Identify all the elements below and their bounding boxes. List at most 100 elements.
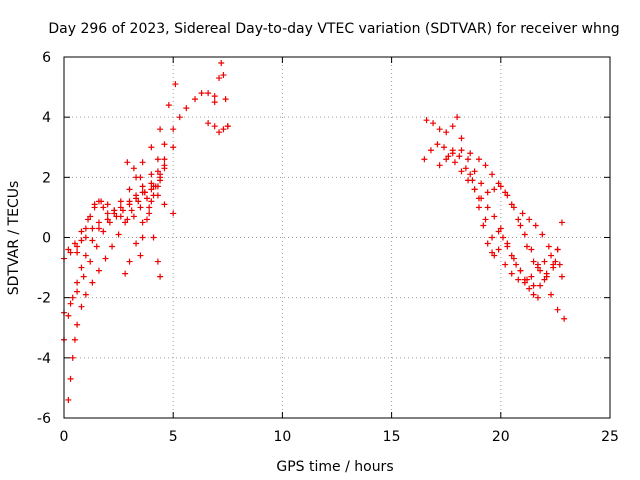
data-point [458, 135, 465, 142]
data-point [556, 261, 563, 268]
data-point [87, 258, 94, 265]
data-point [198, 90, 205, 97]
data-point [491, 186, 498, 193]
data-point [176, 114, 183, 121]
data-point [67, 375, 74, 382]
y-tick-label: -2 [37, 291, 51, 307]
data-point [465, 156, 472, 163]
y-tick-label: -4 [37, 351, 51, 367]
data-point [148, 180, 155, 187]
data-point [157, 177, 164, 184]
data-point [115, 231, 122, 238]
data-point [205, 120, 212, 127]
series-8 [124, 159, 164, 280]
data-point [484, 240, 491, 247]
data-point [436, 126, 443, 133]
data-point [172, 81, 179, 88]
data-point [106, 219, 113, 226]
data-point [119, 207, 126, 214]
data-point [126, 186, 133, 193]
data-point [102, 255, 109, 262]
series-13 [423, 114, 563, 277]
series-18 [519, 210, 565, 280]
data-point [154, 258, 161, 265]
data-point [510, 204, 517, 211]
series-10 [205, 60, 231, 130]
data-point [69, 354, 76, 361]
data-point [220, 72, 227, 79]
data-point [157, 171, 164, 178]
chart-title: Day 296 of 2023, Sidereal Day-to-day VTE… [48, 21, 619, 37]
data-point [449, 123, 456, 130]
data-point [521, 231, 528, 238]
data-point [67, 300, 74, 307]
y-tick-label: 6 [42, 50, 51, 66]
data-point [139, 159, 146, 166]
data-point [491, 252, 498, 259]
data-point [82, 252, 89, 259]
data-point [111, 207, 118, 214]
data-point [82, 291, 89, 298]
data-point [475, 156, 482, 163]
data-point [491, 213, 498, 220]
data-point [69, 294, 76, 301]
data-point [65, 246, 72, 253]
data-point [482, 216, 489, 223]
data-point [541, 258, 548, 265]
data-point [441, 144, 448, 151]
data-point [528, 246, 535, 253]
data-point [205, 90, 212, 97]
data-point [93, 243, 100, 250]
data-point [513, 261, 520, 268]
data-point [139, 183, 146, 190]
x-tick-label: 5 [169, 429, 178, 445]
data-point [454, 114, 461, 121]
data-point [100, 228, 107, 235]
data-point [150, 234, 157, 241]
data-point [467, 150, 474, 157]
data-point [436, 162, 443, 169]
data-point [137, 252, 144, 259]
data-point [216, 75, 223, 82]
data-point [65, 312, 72, 319]
data-point [489, 234, 496, 241]
data-point [434, 141, 441, 148]
data-point [495, 228, 502, 235]
data-point [67, 249, 74, 256]
series-1 [61, 90, 218, 262]
data-point [458, 147, 465, 154]
data-point [216, 129, 223, 136]
data-point [104, 210, 111, 217]
data-point [534, 264, 541, 271]
data-point [484, 204, 491, 211]
data-point [104, 201, 111, 208]
data-point [421, 156, 428, 163]
data-point [152, 183, 159, 190]
tick-labels: 0 5 10 15 20 25 -6 -4 -2 0 2 4 6 [37, 50, 619, 445]
data-point [519, 210, 526, 217]
data-point [211, 99, 218, 106]
data-point [126, 258, 133, 265]
data-point [451, 159, 458, 166]
data-point [526, 285, 533, 292]
data-point [510, 255, 517, 262]
data-point [495, 246, 502, 253]
data-point [471, 168, 478, 175]
data-point [143, 216, 150, 223]
y-tick-label: 4 [42, 110, 51, 126]
data-point [78, 228, 85, 235]
data-point [157, 273, 164, 280]
data-point [139, 219, 146, 226]
data-point [100, 204, 107, 211]
data-point [122, 219, 129, 226]
data-point [95, 267, 102, 274]
data-point [85, 216, 92, 223]
data-point [504, 243, 511, 250]
data-point [128, 207, 135, 214]
grid [64, 57, 610, 418]
data-point [133, 195, 140, 202]
data-point [548, 291, 555, 298]
data-point [78, 237, 85, 244]
data-point [543, 273, 550, 280]
data-point [130, 213, 137, 220]
